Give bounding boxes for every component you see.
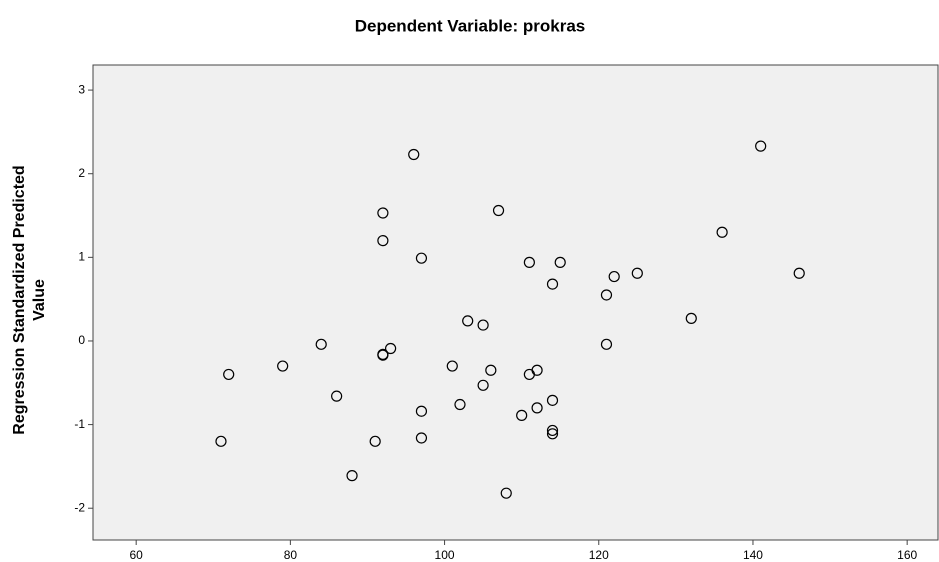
- point: [223, 368, 235, 381]
- plot-area: [92, 64, 939, 541]
- point: [554, 256, 566, 268]
- point: [546, 394, 559, 406]
- point: [415, 405, 428, 417]
- y-label-line: Regression Standardized Predicted: [11, 165, 28, 434]
- point: [331, 390, 343, 402]
- point: [446, 360, 458, 372]
- point: [685, 312, 697, 324]
- point: [415, 432, 428, 444]
- y-tick-label: 0: [78, 333, 85, 347]
- chart-title: Dependent Variable: prokras: [355, 16, 586, 35]
- point: [546, 278, 559, 290]
- point: [277, 360, 289, 372]
- point: [546, 428, 559, 440]
- y-tick-label: -2: [74, 500, 85, 514]
- point: [523, 368, 535, 381]
- x-tick-label: 160: [897, 548, 917, 562]
- y-label-line: Value: [31, 279, 48, 321]
- point: [477, 319, 489, 331]
- point: [755, 140, 767, 152]
- point: [485, 364, 497, 376]
- point: [492, 204, 505, 217]
- y-tick-label: 3: [78, 82, 85, 96]
- point: [600, 338, 613, 350]
- point: [377, 235, 389, 247]
- x-tick-label: 120: [589, 548, 609, 562]
- point: [462, 315, 474, 327]
- point: [454, 398, 466, 411]
- point: [631, 267, 643, 279]
- point: [215, 435, 227, 447]
- point: [523, 256, 535, 268]
- point: [546, 424, 559, 437]
- point: [793, 267, 805, 279]
- point: [516, 409, 528, 421]
- y-tick-label: 1: [78, 250, 85, 264]
- point: [477, 379, 489, 391]
- x-tick-label: 140: [743, 548, 763, 562]
- y-tick-label: -1: [74, 417, 85, 431]
- x-tick-label: 60: [129, 548, 143, 562]
- point: [500, 487, 512, 499]
- y-tick-label: 2: [78, 166, 85, 180]
- point: [369, 435, 381, 447]
- x-tick-label: 80: [284, 548, 298, 562]
- y-axis-label: Regression Standardized Predicted Value: [11, 165, 48, 434]
- point: [600, 289, 613, 301]
- point: [415, 252, 428, 264]
- point: [377, 348, 389, 360]
- point: [377, 207, 389, 219]
- x-tick-label: 100: [435, 548, 455, 562]
- point: [315, 338, 327, 350]
- point: [385, 342, 397, 355]
- point: [408, 148, 420, 161]
- point: [608, 270, 620, 283]
- point: [346, 470, 358, 482]
- point: [531, 402, 543, 414]
- point: [716, 226, 728, 238]
